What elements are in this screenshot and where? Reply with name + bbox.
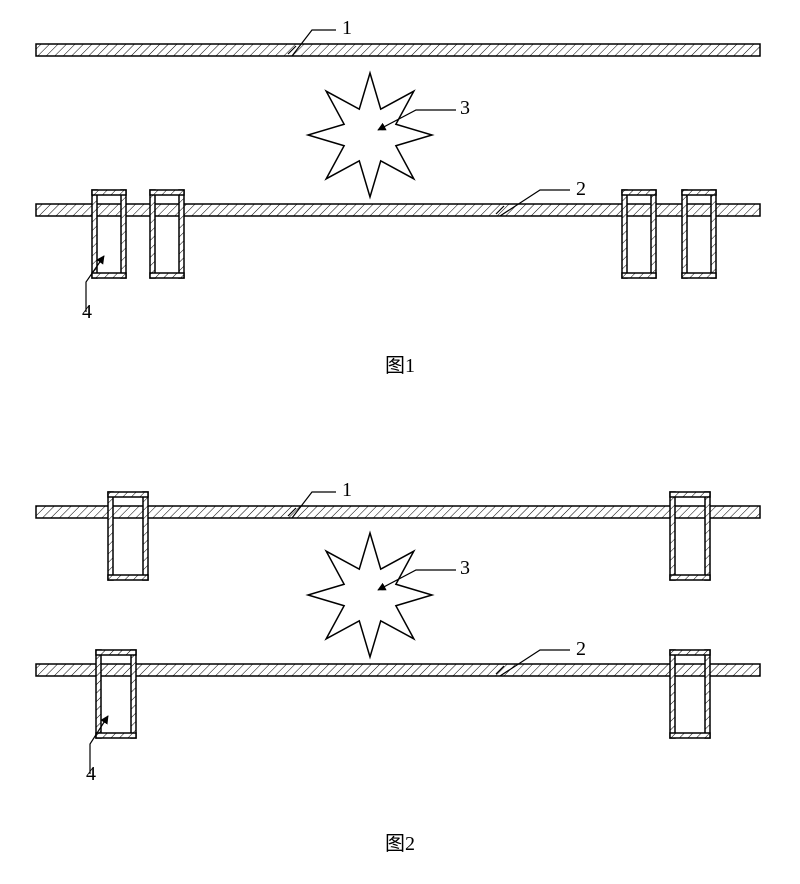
fig2-label-3: 3	[460, 557, 470, 579]
fig1-box-3-bottom-wall	[682, 273, 716, 278]
fig1-label-4: 4	[82, 301, 92, 323]
fig2-bottom-bar	[36, 664, 760, 676]
fig2-top-box-1-right-wall	[705, 492, 710, 580]
fig2-top-box-1-bottom-wall	[670, 575, 710, 580]
fig1-box-0-bottom-wall	[92, 273, 126, 278]
fig2-bottom-box-1-bottom-wall	[670, 733, 710, 738]
fig2-bottom-box-0-right-wall	[131, 650, 136, 738]
fig2-bottom-box-1-right-wall	[705, 650, 710, 738]
fig1-top-bar	[36, 44, 760, 56]
fig1-box-1-right-wall	[179, 190, 184, 278]
fig1-label-1: 1	[342, 17, 352, 39]
fig2-bottom-box-1-top-wall	[670, 650, 710, 655]
fig1-box-1-bottom-wall	[150, 273, 184, 278]
fig1-caption: 图1	[385, 355, 415, 377]
fig2-bottom-box-0-top-wall	[96, 650, 136, 655]
fig2-label-4: 4	[86, 763, 96, 785]
fig1-box-1-left-wall	[150, 190, 155, 278]
fig2-bottom-box-0-left-wall	[96, 650, 101, 738]
fig1-box-2-right-wall	[651, 190, 656, 278]
fig1-box-0-right-wall	[121, 190, 126, 278]
fig1-box-3-right-wall	[711, 190, 716, 278]
fig1-box-2-left-wall	[622, 190, 627, 278]
fig2-star	[308, 533, 432, 657]
fig1-box-2-bottom-wall	[622, 273, 656, 278]
fig2-top-box-0-right-wall	[143, 492, 148, 580]
fig2-caption: 图2	[385, 833, 415, 855]
fig2-label-1: 1	[342, 479, 352, 501]
fig2-label-2: 2	[576, 638, 586, 660]
fig2-bottom-box-1-left-wall	[670, 650, 675, 738]
fig2-bottom-box-0-bottom-wall	[96, 733, 136, 738]
fig1-box-0-top-wall	[92, 190, 126, 195]
fig1-label-2: 2	[576, 178, 586, 200]
fig2-top-box-1-left-wall	[670, 492, 675, 580]
fig2-top-box-0-top-wall	[108, 492, 148, 497]
fig2-top-box-0-left-wall	[108, 492, 113, 580]
fig1-box-1-top-wall	[150, 190, 184, 195]
fig2-top-box-1-top-wall	[670, 492, 710, 497]
fig1-box-3-left-wall	[682, 190, 687, 278]
fig1-box-2-top-wall	[622, 190, 656, 195]
fig1-star	[308, 73, 432, 197]
fig1-box-0-left-wall	[92, 190, 97, 278]
fig2-top-box-0-bottom-wall	[108, 575, 148, 580]
fig1-label-3: 3	[460, 97, 470, 119]
fig1-box-3-top-wall	[682, 190, 716, 195]
